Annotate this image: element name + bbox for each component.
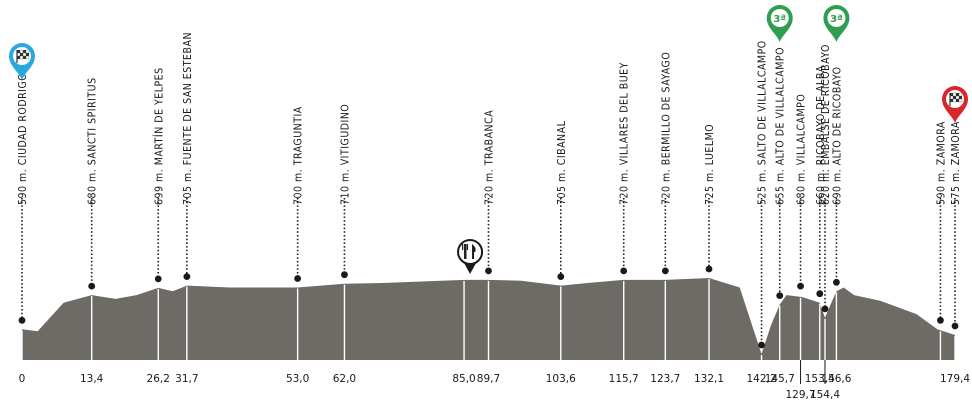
waypoint-label: 690 m. ALTO DE RICOBAYO (831, 66, 843, 205)
km-label: 26,2 (147, 373, 170, 385)
waypoint-label: 699 m. MARTÍN DE YELPES (152, 67, 165, 205)
waypoint-dot (797, 282, 804, 290)
waypoint-label: 660 m. RICOBAYO DE ALBA (815, 65, 827, 205)
km-label: 142,2 (747, 373, 777, 385)
waypoint-label: 680 m. VILLALCAMPO (796, 94, 808, 205)
waypoint-dot (661, 267, 669, 275)
km-label: 145,7 (765, 373, 795, 385)
km-label: 129,7 (786, 389, 816, 401)
km-label: 154,4 (810, 389, 840, 401)
waypoint-label: 700 m. TRAGUNTIA (293, 106, 305, 205)
waypoint-label: 720 m. BERMILLO DE SAYAGO (660, 52, 672, 205)
waypoint-label: 590 m. ZAMORA (935, 121, 947, 205)
km-label: 103,6 (546, 373, 576, 385)
km-label: 31,7 (175, 373, 198, 385)
waypoint-dot (557, 273, 565, 280)
km-label: 115,7 (609, 373, 639, 385)
waypoint-label: 590 m. CIUDAD RODRIGO (17, 73, 29, 205)
km-label: 153,4 (805, 373, 835, 385)
waypoint-dot (88, 282, 96, 290)
waypoint-dot (816, 290, 824, 298)
waypoint-label: 710 m. VITIGUDINO (339, 104, 351, 205)
waypoint-label: 720 m. TRABANCA (484, 110, 496, 205)
km-label: 89,7 (477, 373, 500, 385)
waypoint-dot (821, 305, 829, 313)
climb-category-icon: 3ª (766, 5, 793, 43)
km-label: 132,1 (694, 373, 724, 385)
waypoint-dot (951, 322, 959, 330)
km-tick-lines (21, 279, 956, 360)
km-label: 156,6 (821, 373, 851, 385)
waypoint-label: 620 m. EMBALSE DE RICOBAYO (820, 44, 832, 205)
km-label: 123,7 (650, 373, 680, 385)
waypoint-dot (18, 316, 26, 324)
waypoint-dot (620, 267, 628, 275)
km-labels: 0 13,4 26,2 31,7 53,0 62,0 89,7 103,6 115,7 123,7… (19, 360, 970, 401)
climb-category-icon: 3ª (823, 5, 850, 43)
waypoint-dot (776, 292, 784, 299)
svg-text:3ª: 3ª (773, 14, 786, 25)
waypoint-label: 705 m. FUENTE DE SAN ESTEBAN (182, 32, 194, 205)
km-label: 0 (19, 373, 26, 385)
km-label: 13,4 (80, 373, 104, 385)
waypoint-dot (183, 273, 191, 280)
waypoint-label: 575 m. ZAMORA (950, 121, 962, 205)
waypoint-label: 705 m. CIBANAL (556, 120, 568, 205)
route-icons: 3ª 3ª (9, 5, 968, 274)
checkered-flag-icon (9, 43, 35, 80)
checkered-flag-icon (942, 86, 968, 123)
waypoint-dot (341, 271, 348, 279)
km-label: 53,0 (286, 373, 309, 385)
waypoint-markers: 590 m. CIUDAD RODRIGO 680 m. SANCTI SPIRI… (17, 32, 962, 349)
feed-zone-icon (457, 239, 484, 274)
waypoint-dot (937, 316, 944, 324)
waypoint-dot (705, 265, 713, 273)
km-label: 179,4 (940, 373, 970, 385)
waypoint-label: 525 m. SALTO DE VILLALCAMPO (757, 40, 769, 205)
waypoint-dot (833, 278, 840, 286)
waypoint-label: 680 m. SANCTI SPIRITUS (87, 77, 99, 205)
waypoint-label: 725 m. LUELMO (704, 124, 716, 205)
waypoint-label: 720 m. VILLARES DEL BUEY (619, 62, 631, 205)
waypoint-dot (485, 267, 492, 275)
svg-text:3ª: 3ª (830, 14, 843, 25)
km-label: 85,0 (452, 373, 475, 385)
waypoint-dot (758, 341, 765, 349)
waypoint-label: 655 m. ALTO DE VILLALCAMPO (775, 47, 787, 205)
waypoint-dot (294, 275, 302, 282)
km-label: 62,0 (333, 373, 356, 385)
waypoint-dot (154, 275, 162, 283)
